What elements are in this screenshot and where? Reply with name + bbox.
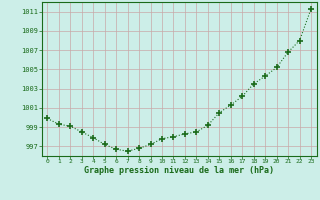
X-axis label: Graphe pression niveau de la mer (hPa): Graphe pression niveau de la mer (hPa) (84, 166, 274, 175)
